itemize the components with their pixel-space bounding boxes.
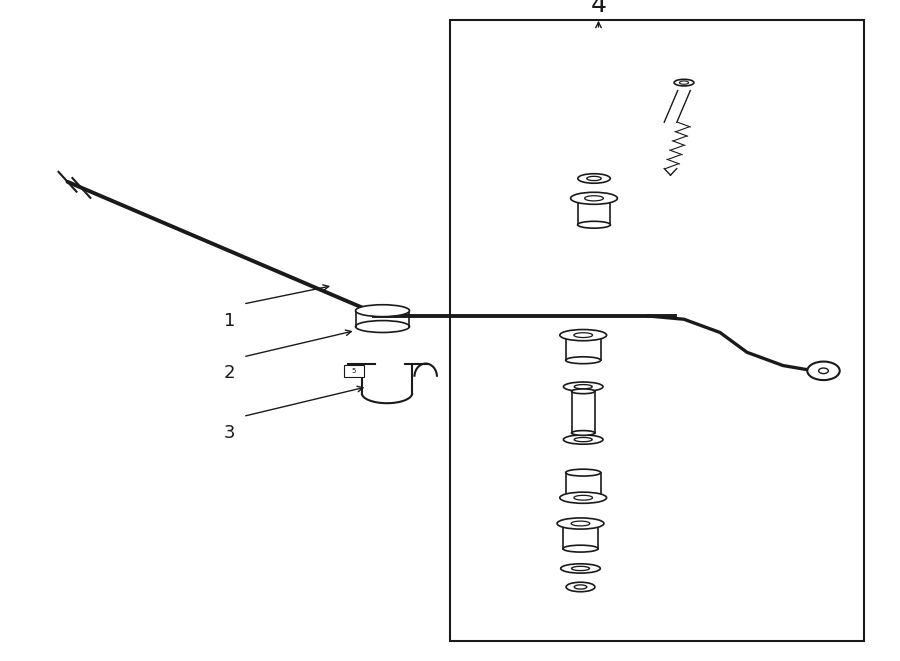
Ellipse shape: [566, 469, 601, 476]
Ellipse shape: [680, 81, 688, 85]
Ellipse shape: [572, 389, 595, 394]
Ellipse shape: [561, 564, 600, 573]
Ellipse shape: [574, 385, 592, 389]
Text: 3: 3: [224, 424, 235, 442]
Ellipse shape: [572, 566, 590, 570]
Ellipse shape: [560, 492, 607, 503]
Ellipse shape: [585, 196, 603, 201]
Ellipse shape: [574, 438, 592, 442]
Ellipse shape: [819, 368, 828, 373]
Ellipse shape: [807, 362, 840, 380]
Ellipse shape: [563, 435, 603, 444]
Ellipse shape: [674, 79, 694, 86]
Text: 2: 2: [224, 364, 235, 383]
Text: 1: 1: [224, 311, 235, 330]
Ellipse shape: [563, 382, 603, 391]
Ellipse shape: [563, 545, 598, 552]
Text: 5: 5: [352, 368, 356, 374]
Ellipse shape: [572, 521, 590, 526]
Ellipse shape: [578, 221, 610, 228]
Ellipse shape: [587, 176, 601, 180]
Ellipse shape: [356, 305, 410, 317]
Ellipse shape: [574, 585, 587, 589]
Ellipse shape: [574, 495, 592, 500]
Bar: [344, 365, 364, 377]
Ellipse shape: [557, 518, 604, 529]
Bar: [450, 20, 864, 641]
Ellipse shape: [566, 357, 601, 364]
Ellipse shape: [560, 330, 607, 340]
Ellipse shape: [572, 430, 595, 436]
Ellipse shape: [571, 192, 617, 204]
Ellipse shape: [574, 332, 592, 338]
Ellipse shape: [356, 321, 410, 332]
Ellipse shape: [578, 174, 610, 183]
Text: 4: 4: [590, 0, 607, 17]
Ellipse shape: [566, 582, 595, 592]
